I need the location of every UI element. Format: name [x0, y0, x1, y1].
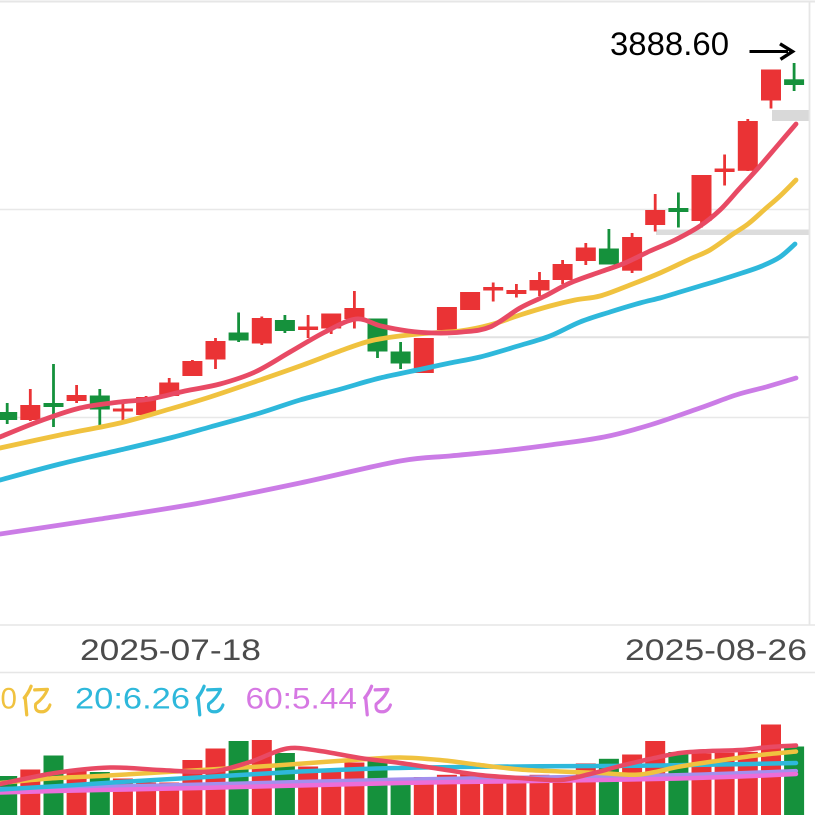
- svg-text:0: 0: [1, 683, 17, 716]
- svg-text:2025-08-26: 2025-08-26: [625, 634, 807, 667]
- svg-text:60:5.44: 60:5.44: [246, 683, 358, 716]
- svg-text:3888.60: 3888.60: [610, 26, 729, 62]
- svg-text:2025-07-18: 2025-07-18: [80, 634, 261, 667]
- svg-text:20:6.26: 20:6.26: [75, 683, 190, 716]
